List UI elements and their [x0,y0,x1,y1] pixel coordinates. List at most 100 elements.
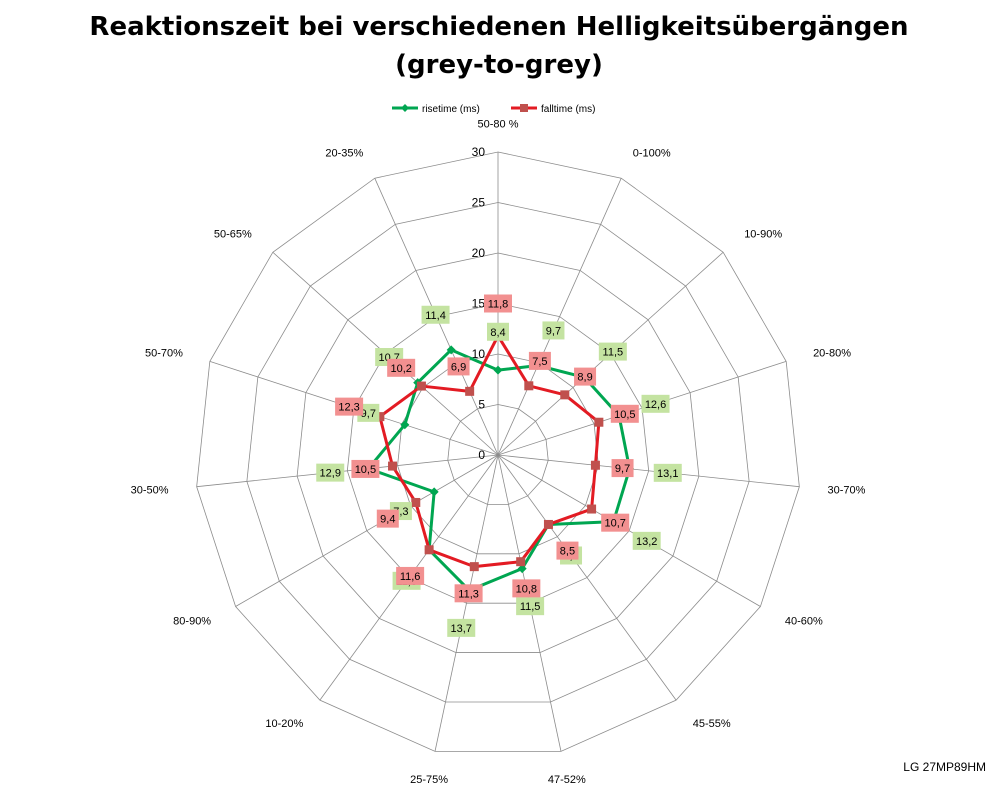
risetime-label-box [487,322,509,341]
risetime-data-label: 9,7 [546,325,561,337]
falltime-label-box [528,351,551,370]
risetime-data-label: 9,7 [361,408,376,420]
axis-spoke [497,178,622,456]
risetime-data-label: 12,9 [320,468,341,480]
footer-model-label: LG 27MP89HM [903,760,986,774]
grid-ring [296,252,700,653]
category-label: 45-55% [693,718,731,730]
falltime-point [469,562,479,572]
grid-ring [246,202,750,703]
falltime-data-label: 10,5 [355,464,376,476]
falltime-label-box [454,584,483,603]
grid-ring [346,303,650,604]
chart-legend: risetime (ms) falltime (ms) [392,104,595,115]
risetime-point [400,420,410,430]
chart-title-line-2: (grey-to-grey) [395,50,603,80]
falltime-point [590,460,600,470]
risetime-label-box [447,618,476,637]
falltime-label-box [484,294,512,313]
falltime-point [594,417,604,427]
falltime-label-box [611,459,634,478]
falltime-data-label: 12,3 [338,402,359,414]
risetime-line [366,348,632,592]
falltime-label-box [335,397,364,416]
category-label: 10-90% [744,228,782,240]
grid-ring [397,353,599,555]
falltime-point [560,390,570,400]
falltime-data-label: 8,5 [560,546,575,558]
grid-ring [447,404,549,505]
radial-tick-label: 10 [472,347,486,361]
axis-spoke [434,454,499,752]
risetime-label-box [516,597,545,616]
radial-tick-label: 5 [478,398,485,412]
risetime-point [446,345,456,355]
falltime-data-label: 7,5 [532,356,547,368]
risetime-label-box [632,531,661,550]
risetime-point [429,487,439,497]
legend-marker-risetime [401,104,409,112]
legend-marker-falltime [520,104,528,112]
category-label: 47-52% [548,774,586,786]
category-label: 30-70% [827,485,865,497]
falltime-label-box [396,566,425,585]
falltime-label-box [376,509,399,528]
falltime-data-label: 6,9 [451,361,466,373]
axis-spoke [235,454,499,607]
risetime-label-box [421,305,450,324]
falltime-label-box [512,579,541,598]
radial-tick-label: 25 [472,196,486,210]
risetime-data-label: 13,7 [451,623,472,635]
category-label: 50-80 % [478,119,519,131]
axis-spoke [497,454,800,488]
falltime-data-label: 10,8 [516,583,537,595]
risetime-label-box [598,342,627,361]
risetime-label-box [316,463,345,482]
falltime-point [524,381,534,391]
falltime-data-label: 10,7 [604,518,625,530]
chart-title-line-1: Reaktionszeit bei verschiedenen Helligke… [89,12,909,42]
risetime-data-label: 12,6 [645,399,666,411]
category-label: 40-60% [785,616,823,628]
risetime-label-box [653,463,682,482]
legend-label-risetime: risetime (ms) [422,104,480,115]
grid-ring [196,151,800,752]
falltime-data-label: 11,8 [488,299,509,311]
category-label: 50-65% [214,228,252,240]
falltime-label-box [610,404,639,423]
falltime-point [424,545,434,555]
falltime-data-label: 11,3 [458,588,479,600]
radar-series [363,331,635,595]
falltime-data-label: 8,9 [577,372,592,384]
falltime-data-label: 9,4 [380,514,395,526]
falltime-label-box [387,358,416,377]
risetime-label-box [542,321,565,340]
falltime-data-label: 10,5 [614,409,635,421]
radar-axes: 0 5 10 15 20 25 30 50-80 % 0-100% 10-90% 20-80% 30-… [131,119,866,786]
falltime-label-box [447,357,470,376]
risetime-data-label: 8,4 [490,327,505,339]
risetime-data-label: 13,1 [657,468,678,480]
radial-tick-label: 15 [472,297,486,311]
axis-spoke [196,454,499,488]
falltime-point [543,519,553,529]
risetime-point [493,365,503,375]
risetime-data-label: 11,5 [603,347,624,359]
category-label: 10-20% [265,718,303,730]
axis-spoke [497,454,677,701]
legend-label-falltime: falltime (ms) [541,104,595,115]
falltime-label-box [351,459,380,478]
risetime-label-box [641,394,670,413]
category-label: 50-70% [145,348,183,360]
falltime-point [411,497,421,507]
falltime-label-box [574,367,597,386]
falltime-point [375,412,385,422]
falltime-point [465,386,475,396]
falltime-data-label: 9,7 [615,463,630,475]
risetime-data-label: 11,4 [425,310,446,322]
risetime-point [517,564,527,574]
falltime-point [416,381,426,391]
radial-tick-label: 0 [478,448,485,462]
falltime-label-box [601,513,630,532]
